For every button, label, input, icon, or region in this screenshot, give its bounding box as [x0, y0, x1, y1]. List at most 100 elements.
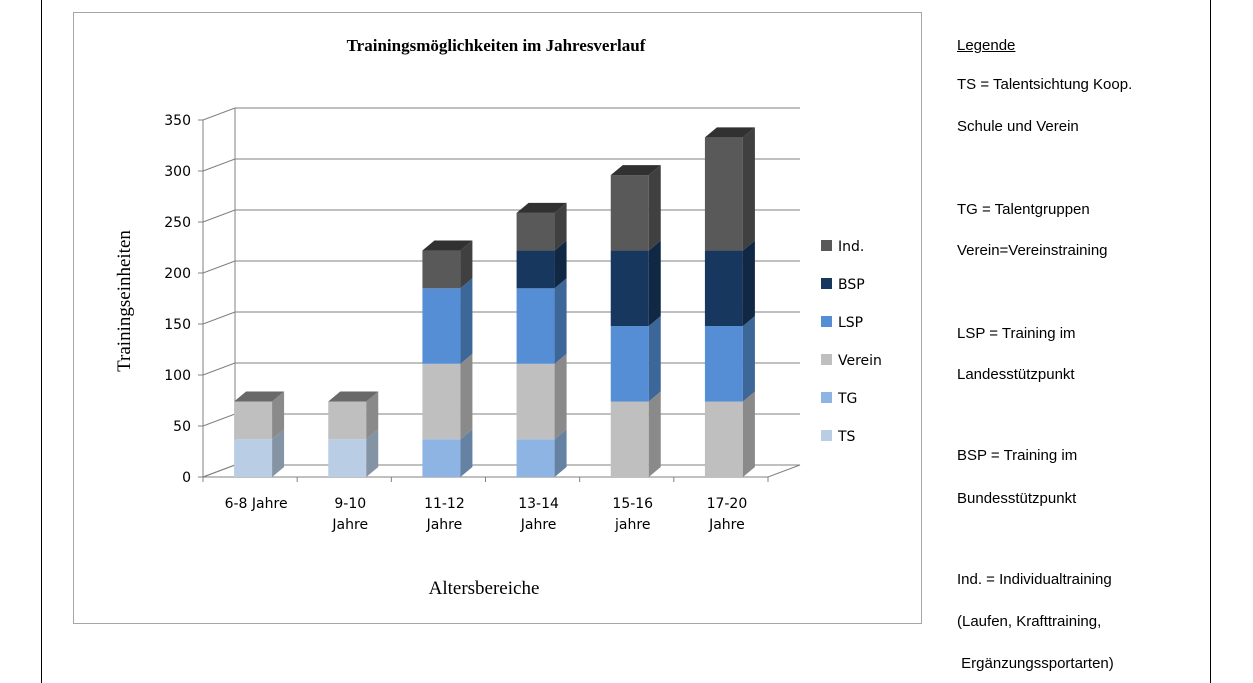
- x-tick-label: Jahre: [708, 517, 745, 533]
- gridline-side: [202, 311, 236, 325]
- x-tick-label: 6-8 Jahre: [225, 496, 288, 512]
- bar-side-Ind.: [742, 127, 755, 251]
- bar-side-LSP: [460, 278, 473, 364]
- legend-swatch-TS: [821, 430, 832, 441]
- chart-box: Trainingsmöglichkeiten im Jahresverlauf 0…: [73, 12, 922, 624]
- legend-heading: Legende: [957, 37, 1016, 54]
- legend-swatch-BSP: [821, 278, 832, 289]
- gridline-side: [202, 209, 236, 223]
- chart-title: Trainingsmöglichkeiten im Jahresverlauf: [347, 36, 646, 55]
- legend-label-Verein: Verein: [838, 353, 882, 369]
- gridline-side: [202, 413, 236, 427]
- x-tick-label: 11-12: [424, 496, 465, 512]
- bar-front-Ind.: [516, 212, 555, 251]
- bar-side-LSP: [648, 316, 661, 402]
- frame-right-border: [1210, 0, 1211, 683]
- frame-left-border: [41, 0, 42, 683]
- y-tick-label: 0: [182, 470, 191, 486]
- bar-side-Ind.: [460, 240, 473, 289]
- x-tick-label: jahre: [614, 517, 650, 533]
- bar-front-Verein: [610, 401, 649, 477]
- bar-top-Ind.: [516, 202, 567, 213]
- bar-side-BSP: [742, 240, 755, 327]
- x-tick-label: Jahre: [331, 517, 368, 533]
- y-axis-title: Trainingseinheiten: [114, 230, 135, 372]
- legend-swatch-Ind.: [821, 240, 832, 251]
- x-axis-title: Altersbereiche: [429, 578, 540, 599]
- legend-line-bsp-1: BSP = Training im: [957, 447, 1078, 464]
- bar-side-TS: [366, 429, 379, 477]
- bar-side-Verein: [272, 391, 285, 440]
- bar-top-Ind.: [610, 165, 661, 176]
- bar-side-Verein: [460, 353, 473, 440]
- bar-front-Verein: [422, 363, 461, 440]
- bar-front-TG: [516, 439, 555, 477]
- bar-front-BSP: [704, 250, 743, 327]
- legend-label-LSP: LSP: [838, 315, 863, 331]
- bar-side-BSP: [554, 240, 567, 289]
- x-tick-label: 13-14: [518, 496, 559, 512]
- legend-swatch-TG: [821, 392, 832, 403]
- bar-top-Ind.: [704, 127, 755, 138]
- legend-line-verein: Verein=Vereinstraining: [957, 242, 1108, 259]
- legend-line-ind-1: Ind. = Individualtraining: [957, 571, 1112, 588]
- gridline-side: [202, 158, 236, 172]
- x-tick-label: 15-16: [612, 496, 653, 512]
- bar-side-Verein: [742, 391, 755, 477]
- y-tick-label: 150: [164, 317, 191, 333]
- bar-side-TG: [554, 429, 567, 477]
- y-tick-label: 300: [164, 164, 191, 180]
- y-tick-label: 50: [173, 419, 191, 435]
- legend-label-BSP: BSP: [838, 277, 865, 293]
- bar-front-LSP: [704, 326, 743, 402]
- legend-line-lsp-1: LSP = Training im: [957, 325, 1076, 342]
- bar-side-LSP: [742, 316, 755, 402]
- bar-front-Ind.: [422, 250, 461, 289]
- legend-label-Ind.: Ind.: [838, 239, 864, 255]
- bar-front-LSP: [422, 288, 461, 364]
- bar-front-Verein: [328, 401, 367, 440]
- gridline-side: [202, 362, 236, 376]
- bar-front-TS: [234, 439, 273, 477]
- bar-side-TG: [460, 429, 473, 477]
- legend-label-TS: TS: [837, 429, 856, 445]
- y-tick-label: 100: [164, 368, 191, 384]
- bar-front-Ind.: [610, 175, 649, 251]
- bar-front-Verein: [234, 401, 273, 440]
- legend-swatch-LSP: [821, 316, 832, 327]
- bar-top-Verein: [234, 391, 285, 402]
- gridline-side: [202, 107, 236, 121]
- legend-line-ts-2: Schule und Verein: [957, 118, 1079, 135]
- bar-side-TS: [272, 429, 285, 477]
- y-tick-label: 350: [164, 113, 191, 129]
- legend-label-TG: TG: [837, 391, 857, 407]
- bar-front-TS: [328, 439, 367, 477]
- gridline-side: [202, 260, 236, 274]
- y-tick-label: 250: [164, 215, 191, 231]
- bar-side-Ind.: [648, 165, 661, 251]
- legend-line-bsp-2: Bundesstützpunkt: [957, 490, 1077, 507]
- bar-side-Ind.: [554, 202, 567, 251]
- bar-front-LSP: [516, 288, 555, 364]
- x-tick-label: 9-10: [334, 496, 366, 512]
- bar-side-BSP: [648, 240, 661, 327]
- legend-line-tg: TG = Talentgruppen: [957, 201, 1090, 218]
- stacked-bar-chart: Trainingsmöglichkeiten im Jahresverlauf 0…: [114, 36, 882, 599]
- bar-top-Verein: [328, 391, 379, 402]
- bar-front-Ind.: [704, 137, 743, 251]
- legend-swatch-Verein: [821, 354, 832, 365]
- bar-front-BSP: [610, 250, 649, 327]
- bar-front-BSP: [516, 250, 555, 289]
- bar-side-Verein: [554, 353, 567, 440]
- legend-line-ind-2: (Laufen, Krafttraining,: [957, 613, 1102, 630]
- bar-side-Verein: [366, 391, 379, 440]
- y-tick-label: 200: [164, 266, 191, 282]
- bar-front-Verein: [516, 363, 555, 440]
- x-tick-label: Jahre: [520, 517, 557, 533]
- x-tick-label: 17-20: [707, 496, 748, 512]
- legend-line-lsp-2: Landesstützpunkt: [957, 366, 1075, 383]
- gridline-side: [202, 464, 236, 478]
- legend-line-ind-3: Ergänzungssportarten): [957, 655, 1114, 672]
- bar-top-Ind.: [422, 240, 473, 251]
- bar-front-LSP: [610, 326, 649, 402]
